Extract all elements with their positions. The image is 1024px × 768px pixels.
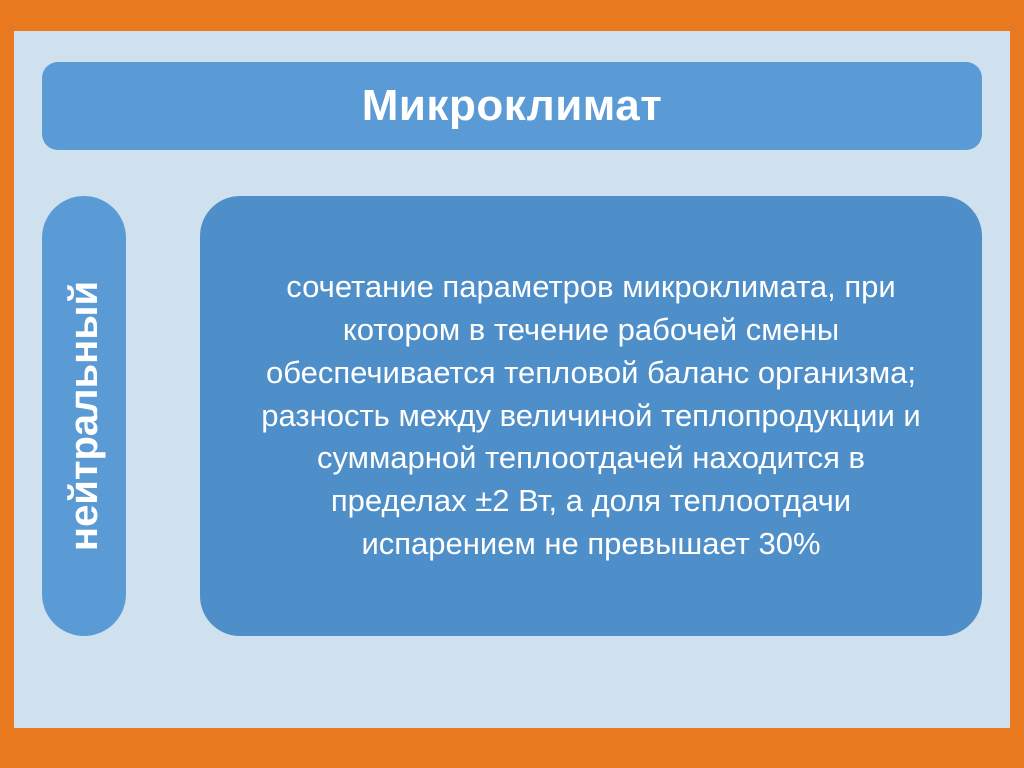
bottom-orange-band [0, 728, 1024, 768]
side-label-box: нейтральный [42, 196, 126, 636]
top-orange-band [0, 0, 1024, 31]
title-box: Микроклимат [42, 62, 982, 150]
page-title: Микроклимат [361, 80, 663, 130]
left-orange-edge [0, 0, 14, 768]
definition-text: сочетание параметров микроклимата, при к… [261, 269, 921, 561]
side-label: нейтральный [62, 280, 106, 552]
right-orange-edge [1010, 0, 1024, 768]
definition-box: сочетание параметров микроклимата, при к… [200, 196, 982, 636]
